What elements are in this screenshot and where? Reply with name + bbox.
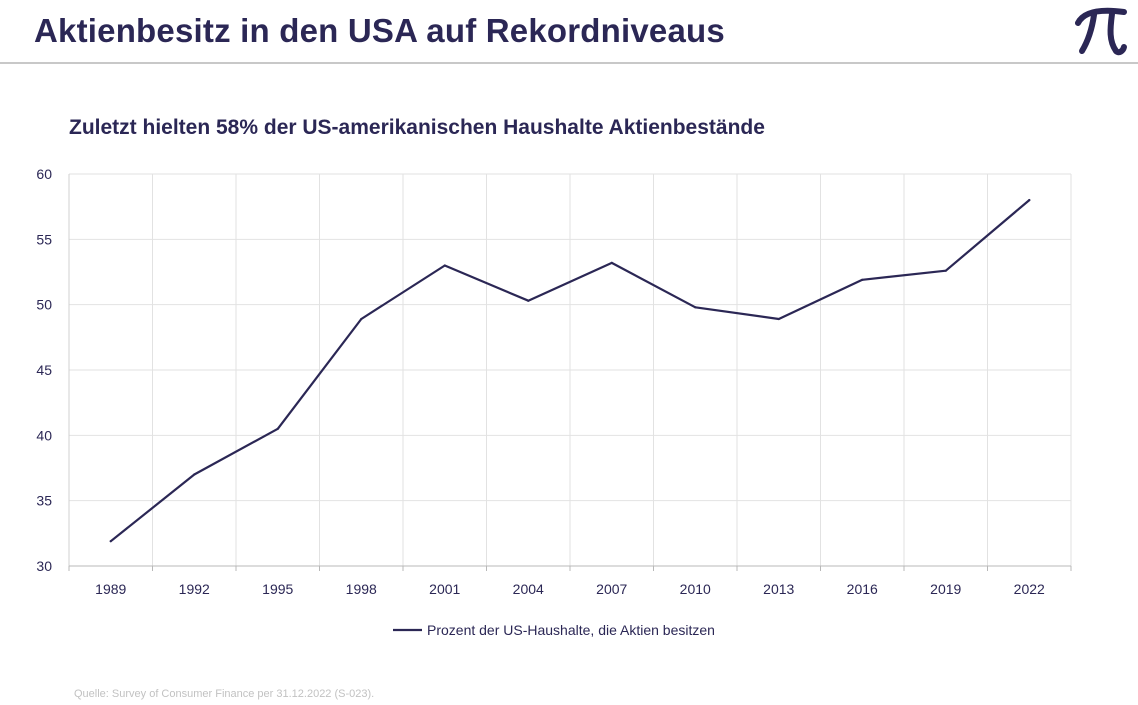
x-tick-label: 2013 <box>763 581 794 597</box>
y-tick-label: 40 <box>36 427 52 443</box>
data-point <box>109 540 112 543</box>
x-tick-label: 1998 <box>346 581 377 597</box>
x-tick-label: 2010 <box>680 581 711 597</box>
page-title: Aktienbesitz in den USA auf Rekordniveau… <box>34 12 725 49</box>
x-tick-label: 2022 <box>1014 581 1045 597</box>
header: Aktienbesitz in den USA auf Rekordniveau… <box>0 0 1138 66</box>
data-point <box>944 269 947 272</box>
x-tick-label: 2001 <box>429 581 460 597</box>
data-point <box>694 306 697 309</box>
data-point <box>1028 199 1031 202</box>
data-point <box>360 317 363 321</box>
data-point <box>276 427 279 430</box>
data-point <box>861 278 864 281</box>
data-point <box>527 299 530 302</box>
data-point <box>610 261 613 264</box>
chart-subtitle: Zuletzt hielten 58% der US-amerikanische… <box>69 116 765 139</box>
y-tick-label: 55 <box>36 231 52 247</box>
y-tick-label: 35 <box>36 493 52 509</box>
x-tick-label: 1989 <box>95 581 126 597</box>
pi-logo-icon <box>1075 7 1127 56</box>
x-tick-label: 1995 <box>262 581 293 597</box>
y-tick-label: 50 <box>36 297 52 313</box>
header-divider <box>0 62 1138 64</box>
x-tick-label: 2019 <box>930 581 961 597</box>
y-tick-label: 45 <box>36 362 52 378</box>
legend-label: Prozent der US-Haushalte, die Aktien bes… <box>427 622 715 638</box>
data-point <box>443 264 446 267</box>
series-line <box>109 199 1031 543</box>
y-tick-label: 30 <box>36 558 52 574</box>
x-tick-label: 2004 <box>513 581 544 597</box>
y-tick-label: 60 <box>36 166 52 182</box>
x-tick-label: 2016 <box>847 581 878 597</box>
source-note: Quelle: Survey of Consumer Finance per 3… <box>74 688 375 700</box>
x-tick-label: 2007 <box>596 581 627 597</box>
line-chart: 30 35 40 45 50 55 60 1989 1992 1995 1998 2001 2004 20… <box>36 166 1072 638</box>
data-point <box>193 473 196 476</box>
data-point <box>777 317 780 321</box>
x-tick-label: 1992 <box>179 581 210 597</box>
